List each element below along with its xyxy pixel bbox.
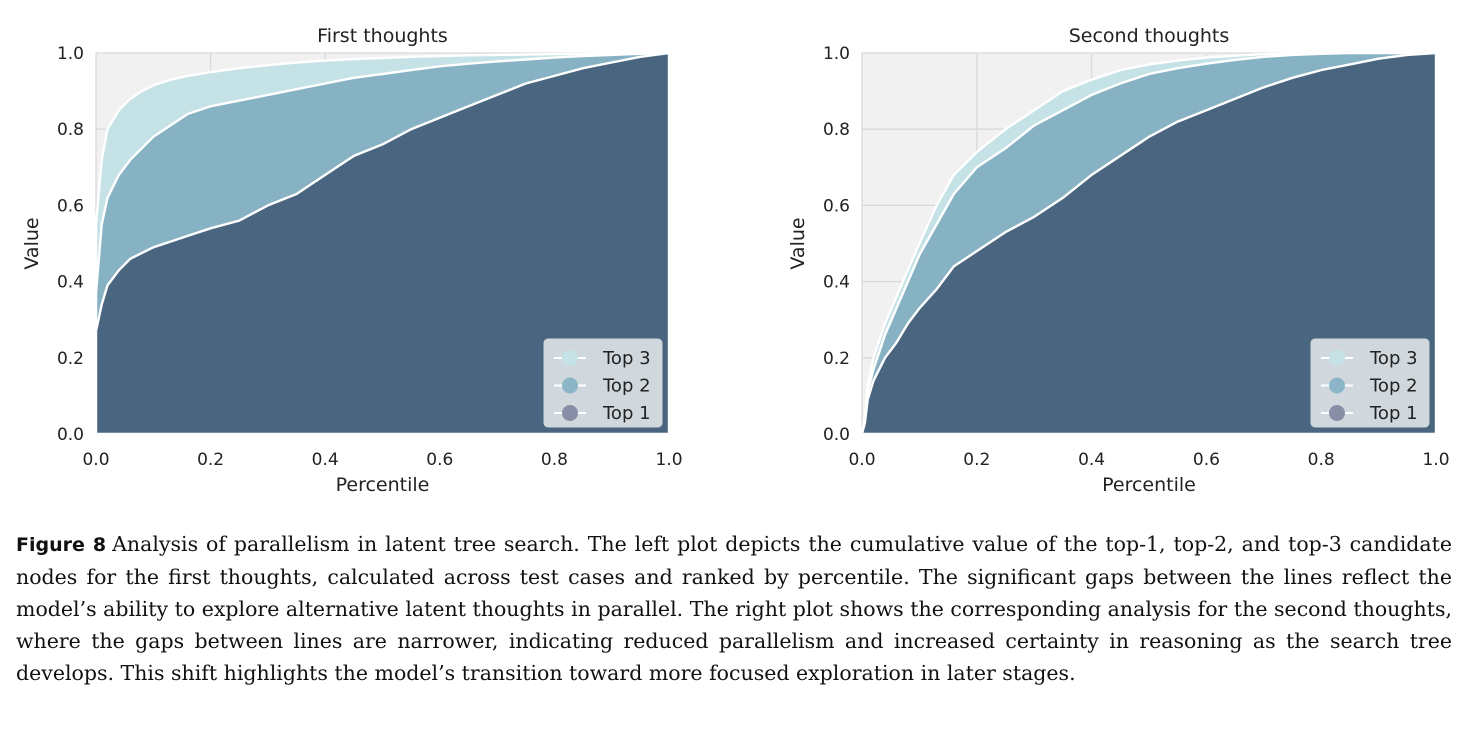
y-tick-label: 1.0 bbox=[823, 44, 850, 64]
y-tick-label: 0.0 bbox=[823, 425, 850, 445]
x-tick-label: 0.0 bbox=[82, 450, 109, 470]
y-tick-label: 0.6 bbox=[57, 196, 84, 216]
legend-label-top1: Top 1 bbox=[1369, 403, 1418, 424]
legend-label-top2: Top 2 bbox=[602, 376, 651, 397]
y-tick-label: 0.8 bbox=[823, 120, 850, 140]
legend: Top 3 Top 2 Top 1 bbox=[1310, 338, 1430, 428]
y-tick-label: 0.8 bbox=[57, 120, 84, 140]
legend-entry-top3: Top 3 bbox=[554, 348, 651, 369]
y-tick-label: 0.2 bbox=[57, 349, 84, 369]
x-tick-label: 0.4 bbox=[312, 450, 339, 470]
legend-label-top1: Top 1 bbox=[602, 403, 651, 424]
legend-marker-top1 bbox=[1329, 405, 1345, 421]
x-axis-label: Percentile bbox=[336, 474, 430, 496]
x-tick-labels: 0.0 0.2 0.4 0.6 0.8 1.0 bbox=[82, 450, 682, 470]
legend-entry-top1: Top 1 bbox=[554, 403, 651, 424]
y-tick-labels: 0.0 0.2 0.4 0.6 0.8 1.0 bbox=[823, 44, 850, 445]
legend-label-top3: Top 3 bbox=[602, 348, 651, 369]
legend-entry-top1: Top 1 bbox=[1321, 403, 1418, 424]
chart-title: First thoughts bbox=[317, 25, 448, 47]
figure-label: Figure 8 bbox=[16, 534, 107, 556]
y-tick-label: 0.6 bbox=[823, 196, 850, 216]
x-tick-label: 0.0 bbox=[848, 450, 875, 470]
area-series bbox=[860, 51, 1438, 436]
y-tick-label: 1.0 bbox=[57, 44, 84, 64]
x-tick-label: 0.2 bbox=[963, 450, 990, 470]
legend-entry-top2: Top 2 bbox=[554, 376, 651, 397]
y-tick-label: 0.4 bbox=[823, 273, 850, 293]
second-thoughts-chart: 0.0 0.2 0.4 0.6 0.8 1.0 0.0 0.2 0.4 0.6 0.8 1.0 Se… bbox=[787, 25, 1450, 496]
x-axis-label: Percentile bbox=[1102, 474, 1196, 496]
y-tick-label: 0.4 bbox=[57, 273, 84, 293]
first-thoughts-chart: 0.0 0.2 0.4 0.6 0.8 1.0 0.0 0.2 0.4 0.6 0.8 1.0 Fi… bbox=[21, 25, 683, 496]
x-tick-label: 0.6 bbox=[426, 450, 453, 470]
x-tick-labels: 0.0 0.2 0.4 0.6 0.8 1.0 bbox=[848, 450, 1449, 470]
legend-marker-top2 bbox=[562, 377, 578, 394]
legend-marker-top1 bbox=[562, 405, 578, 421]
x-tick-label: 0.8 bbox=[541, 450, 568, 470]
legend-label-top2: Top 2 bbox=[1369, 376, 1418, 397]
chart-title: Second thoughts bbox=[1069, 25, 1230, 47]
x-tick-label: 1.0 bbox=[655, 450, 682, 470]
x-tick-label: 0.2 bbox=[197, 450, 224, 470]
area-top1 bbox=[860, 51, 1438, 436]
caption-text: Analysis of parallelism in latent tree s… bbox=[16, 532, 1452, 685]
figure-caption: Figure 8 Analysis of parallelism in laten… bbox=[16, 528, 1452, 689]
y-tick-label: 0.2 bbox=[823, 349, 850, 369]
x-tick-label: 0.8 bbox=[1308, 450, 1335, 470]
legend-marker-top3 bbox=[1329, 350, 1345, 366]
legend: Top 3 Top 2 Top 1 bbox=[543, 338, 663, 428]
legend-entry-top2: Top 2 bbox=[1321, 376, 1418, 397]
x-tick-label: 0.6 bbox=[1193, 450, 1220, 470]
legend-marker-top2 bbox=[1329, 377, 1345, 394]
x-tick-label: 1.0 bbox=[1422, 450, 1449, 470]
legend-entry-top3: Top 3 bbox=[1321, 348, 1418, 369]
area-top1 bbox=[94, 51, 671, 436]
legend-label-top3: Top 3 bbox=[1369, 348, 1418, 369]
y-axis-label: Value bbox=[21, 217, 43, 269]
y-tick-label: 0.0 bbox=[57, 425, 84, 445]
y-axis-label: Value bbox=[787, 217, 809, 269]
y-tick-labels: 0.0 0.2 0.4 0.6 0.8 1.0 bbox=[57, 44, 84, 445]
area-series bbox=[94, 51, 671, 436]
legend-marker-top3 bbox=[562, 350, 578, 366]
x-tick-label: 0.4 bbox=[1078, 450, 1105, 470]
